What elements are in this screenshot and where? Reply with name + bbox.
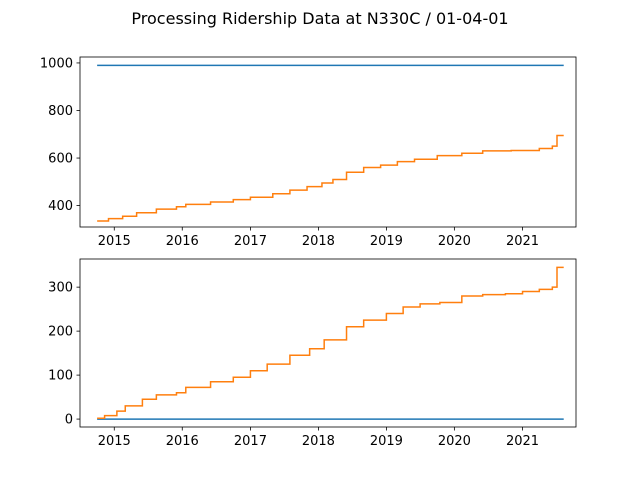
top-chart: 2015 2016 2017 2018 2019 2020 2021 400 600 800 10… [40,56,577,249]
top-chart-y-tick-label: 1000 [40,56,73,71]
bottom-chart-y-tick-label: 100 [48,369,73,384]
top-chart-y-ticks: 400 600 800 1000 [40,56,80,214]
bottom-chart-y-ticks: 0 100 200 300 [48,281,80,428]
top-chart-x-tick-label: 2018 [302,234,335,249]
top-chart-series-1-line [97,134,564,222]
bottom-chart-x-ticks: 2015 2016 2017 2018 2019 2020 2021 [98,427,539,449]
top-chart-axes-frame [79,56,577,228]
bottom-chart-x-tick-label: 2017 [234,434,267,449]
top-chart-y-tick-label: 600 [48,152,73,167]
top-chart-x-tick-label: 2016 [166,234,199,249]
bottom-chart-x-tick-label: 2018 [302,434,335,449]
top-chart-x-tick-label: 2015 [98,234,131,249]
top-chart-x-tick-label: 2019 [370,234,403,249]
bottom-chart-x-tick-label: 2020 [438,434,471,449]
bottom-chart-y-tick-label: 200 [48,325,73,340]
top-chart-y-tick-label: 400 [48,199,73,214]
top-chart-x-tick-label: 2021 [506,234,539,249]
bottom-chart-x-tick-label: 2016 [166,434,199,449]
bottom-chart-lines [97,266,564,420]
bottom-chart-x-tick-label: 2019 [370,434,403,449]
bottom-chart-y-tick-label: 300 [48,281,73,296]
bottom-chart-series-1-line [97,266,564,419]
bottom-chart-x-tick-label: 2021 [506,434,539,449]
bottom-chart-y-tick-label: 0 [65,413,73,428]
top-chart-x-tick-label: 2017 [234,234,267,249]
top-chart-x-tick-label: 2020 [438,234,471,249]
top-chart-x-ticks: 2015 2016 2017 2018 2019 2020 2021 [98,227,539,249]
top-chart-lines [97,64,564,222]
top-chart-y-tick-label: 800 [48,104,73,119]
figure-title: Processing Ridership Data at N330C / 01-… [131,9,508,28]
bottom-chart-x-tick-label: 2015 [98,434,131,449]
bottom-chart: 2015 2016 2017 2018 2019 2020 2021 0 100 200 300 [48,258,577,449]
bottom-chart-axes-frame [79,258,577,428]
